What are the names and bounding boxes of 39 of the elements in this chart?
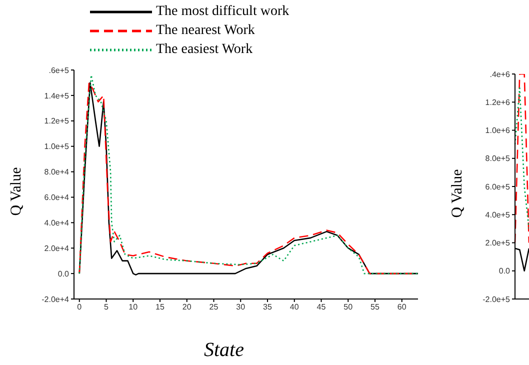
x-tick-label: 60 (397, 302, 407, 312)
y-tick-label: 0.0 (58, 269, 70, 278)
x-tick-label: 50 (344, 302, 354, 312)
y-axis-title: Q Value (8, 166, 26, 218)
y-tick-label: -2.0e+5 (482, 294, 511, 304)
x-axis-title: State (203, 339, 245, 362)
x-tick-label: 40 (290, 302, 300, 312)
y-tick-label: 6.0e+4 (44, 193, 70, 202)
x-tick-label: 45 (316, 302, 326, 312)
legend-label: The most difficult work (156, 3, 290, 21)
y-tick-label: 0.0 (498, 266, 511, 276)
x-tick-label: 0 (77, 302, 82, 312)
y-tick-label: 6.0e+5 (485, 182, 511, 192)
legend-label: The easiest Work (156, 41, 253, 59)
y-tick-label: 4.0e+5 (485, 210, 511, 220)
y-tick-label: 1.4e+5 (44, 91, 70, 100)
y-tick-label: .6e+5 (48, 66, 70, 75)
x-tick-label: 25 (209, 302, 219, 312)
x-tick-label: 10 (128, 302, 138, 312)
x-tick-label: 55 (370, 302, 380, 312)
y-tick-label: -2.0e+4 (42, 294, 70, 304)
x-tick-label: 5 (104, 302, 110, 312)
y-tick-label: 8.0e+5 (485, 154, 511, 164)
legend-label: The nearest Work (156, 22, 255, 40)
x-tick-label: 35 (263, 302, 272, 312)
y-tick-label: 1.2e+6 (485, 98, 511, 107)
x-tick-label: 15 (156, 302, 165, 312)
y-tick-label: 2.0e+5 (485, 238, 511, 248)
y-tick-label: .4e+6 (490, 70, 511, 79)
y-tick-label: 2.0e+4 (44, 244, 70, 253)
y-tick-label: 1.0e+5 (44, 142, 70, 152)
y-tick-label: 1.0e+6 (485, 126, 511, 136)
y-tick-label: 8.0e+4 (44, 168, 70, 177)
y-tick-label: 1.2e+5 (44, 116, 70, 126)
y-tick-label: 4.0e+4 (44, 218, 70, 228)
y-axis-title: Q Value (450, 168, 466, 220)
x-tick-label: 20 (182, 302, 192, 312)
line-series (514, 87, 529, 230)
x-tick-label: 30 (236, 302, 246, 312)
